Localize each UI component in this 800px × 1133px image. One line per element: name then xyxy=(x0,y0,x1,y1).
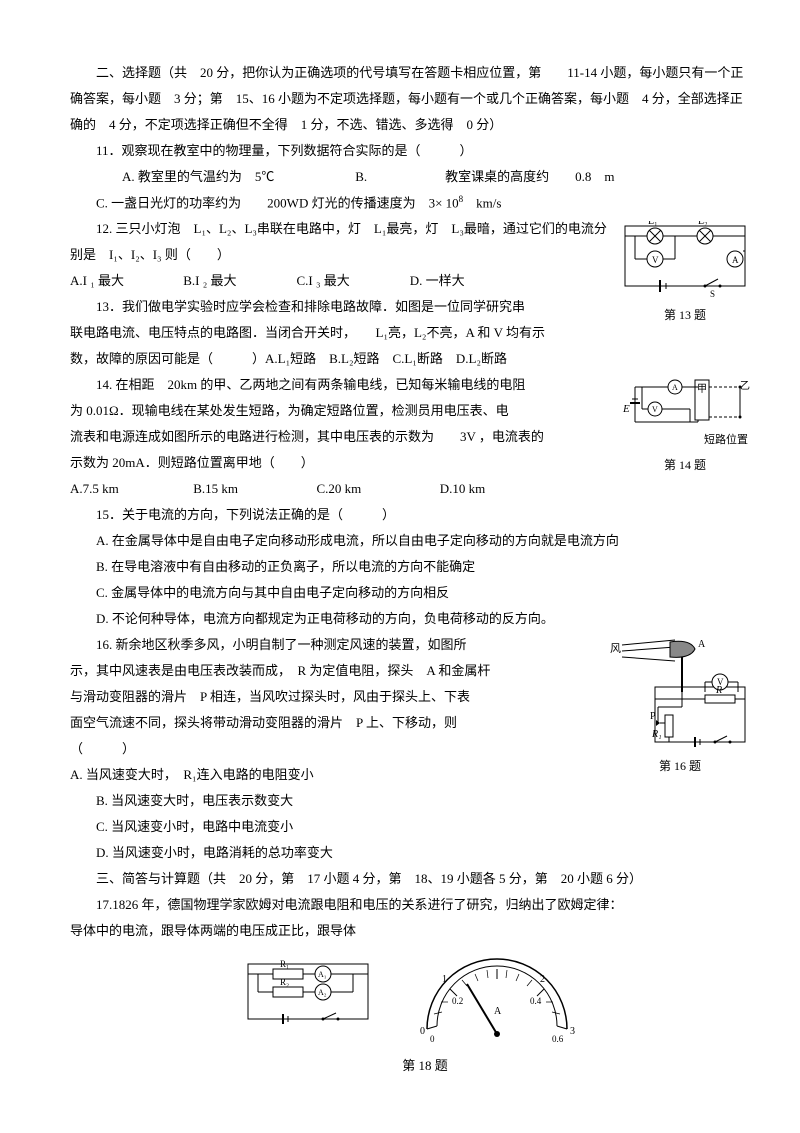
svg-text:0.4: 0.4 xyxy=(530,996,542,1006)
q17-l2: 导体中的电流，跟导体两端的电压成正比，跟导体 xyxy=(70,918,750,944)
q15-stem: 15．关于电流的方向，下列说法正确的是（ ） xyxy=(70,502,750,528)
q11-opts-row2: C. 一盏日光灯的功率约为 200WD 灯光的传播速度为 3× 108 km/s xyxy=(70,190,750,216)
fig-q16: 风 A V R P R₁ 第 16 题 xyxy=(610,637,750,778)
svg-text:R₁: R₁ xyxy=(651,729,662,740)
svg-text:1: 1 xyxy=(442,974,447,985)
q14-D: D.10 km xyxy=(440,476,486,502)
q14-B: B.15 km xyxy=(193,476,313,502)
svg-text:乙: 乙 xyxy=(740,380,750,392)
svg-text:R₂: R₂ xyxy=(280,977,289,987)
svg-text:A: A xyxy=(732,255,739,265)
svg-text:0: 0 xyxy=(430,1034,435,1044)
fig-q18-group: R₁ A₁ R₂ A₂ xyxy=(70,954,750,1079)
q16-D: D. 当风速变小时，电路消耗的总功率变大 xyxy=(70,840,750,866)
svg-text:A: A xyxy=(672,383,678,392)
q12-A: A.I ₁ 最大 xyxy=(70,268,180,294)
svg-text:A₁: A₁ xyxy=(318,970,327,979)
section-3-header: 三、简答与计算题（共 20 分，第 17 小题 4 分，第 18、19 小题各 … xyxy=(70,866,750,892)
svg-text:甲: 甲 xyxy=(697,384,707,395)
fig-q18-circuit: R₁ A₁ R₂ A₂ xyxy=(238,954,378,1043)
svg-text:L₁: L₁ xyxy=(648,221,658,227)
svg-text:0: 0 xyxy=(420,1026,425,1037)
q12-B: B.I ₂ 最大 xyxy=(183,268,293,294)
q11-A: A. 教室里的气温约为 5℃ xyxy=(96,164,326,190)
svg-text:V: V xyxy=(652,255,659,265)
fig-q14-cap: 第 14 题 xyxy=(620,453,750,477)
q11-opts-row1: A. 教室里的气温约为 5℃ B. 教室课桌的高度约 0.8 m xyxy=(70,164,750,190)
svg-text:E: E xyxy=(622,403,630,415)
svg-text:A₂: A₂ xyxy=(318,988,327,997)
fig-q14-short-label: 短路位置 xyxy=(620,429,748,451)
svg-text:3: 3 xyxy=(570,1026,575,1037)
q17-l1: 17.1826 年，德国物理学家欧姆对电流跟电阻和电压的关系进行了研究，归纳出了… xyxy=(70,892,750,918)
q14-A: A.7.5 km xyxy=(70,476,190,502)
q14-opts: A.7.5 km B.15 km C.20 km D.10 km xyxy=(70,476,750,502)
fig-q16-cap: 第 16 题 xyxy=(610,754,750,778)
fig-q16-svg: 风 A V R P R₁ xyxy=(610,637,750,752)
q13-l3: 数，故障的原因可能是（ ）A.L₁短路 B.L₂短路 C.L₁断路 D.L₂断路 xyxy=(70,346,750,372)
fig-q14: E A 甲 甲 乙 V 短路位置 第 14 题 xyxy=(620,377,750,477)
svg-text:A: A xyxy=(494,1006,502,1017)
svg-text:2: 2 xyxy=(540,974,545,985)
q11-stem: 11．观察现在教室中的物理量，下列数据符合实际的是（ ） xyxy=(70,138,750,164)
fig-q13-cap: 第 13 题 xyxy=(620,303,750,327)
svg-text:A: A xyxy=(698,639,706,650)
svg-text:0.2: 0.2 xyxy=(452,996,463,1006)
q12-C: C.I ₃ 最大 xyxy=(297,268,407,294)
fig-q13: L₁ L₂ V A S 第 13 题 xyxy=(620,221,750,327)
q15-D: D. 不论何种导体，电流方向都规定为正电荷移动的方向，负电荷移动的反方向。 xyxy=(70,606,750,632)
q15-B: B. 在导电溶液中有自由移动的正负离子，所以电流的方向不能确定 xyxy=(70,554,750,580)
svg-text:R: R xyxy=(715,685,722,696)
q12-D: D. 一样大 xyxy=(410,268,465,294)
section-2-header: 二、选择题（共 20 分，把你认为正确选项的代号填写在答题卡相应位置，第 11-… xyxy=(70,60,750,138)
q11-C: C. 一盏日光灯的功率约为 200WD 灯光的传播速度为 3× 10 xyxy=(96,195,459,210)
svg-text:R₁: R₁ xyxy=(280,959,289,969)
q16-B: B. 当风速变大时，电压表示数变大 xyxy=(70,788,750,814)
svg-text:P: P xyxy=(650,711,656,722)
fig-q13-svg: L₁ L₂ V A S xyxy=(620,221,750,301)
q16-C: C. 当风速变小时，电路中电流变小 xyxy=(70,814,750,840)
fig-q18-meter: 0 1 2 3 0 0.2 0.4 0.6 A xyxy=(412,954,582,1053)
svg-text:0.6: 0.6 xyxy=(552,1034,564,1044)
q11-B: B. 教室课桌的高度约 0.8 m xyxy=(329,164,614,190)
q11-C-tail: km/s xyxy=(463,195,501,210)
svg-text:V: V xyxy=(652,405,658,414)
svg-text:S: S xyxy=(710,289,715,299)
q15-C: C. 金属导体中的电流方向与其中自由电子定向移动的方向相反 xyxy=(70,580,750,606)
q14-C: C.20 km xyxy=(317,476,437,502)
svg-text:风: 风 xyxy=(610,642,621,655)
q15-A: A. 在金属导体中是自由电子定向移动形成电流，所以自由电子定向移动的方向就是电流… xyxy=(70,528,750,554)
svg-text:L₂: L₂ xyxy=(698,221,708,227)
fig-q18-cap: 第 18 题 xyxy=(85,1053,765,1079)
